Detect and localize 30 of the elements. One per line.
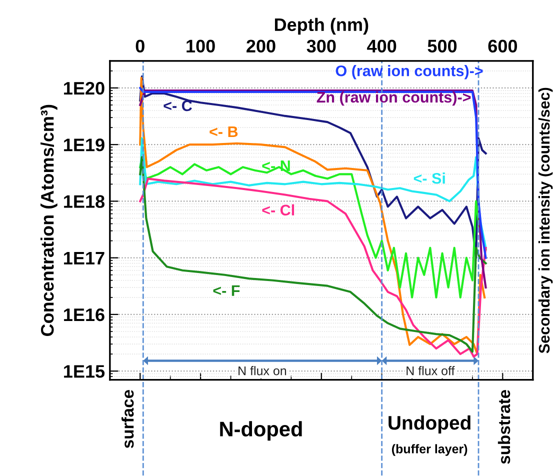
x-tick-label: 600 — [488, 40, 517, 52]
y-tick-label: 1E15 — [64, 365, 105, 378]
y-tick-label: 1E20 — [64, 82, 104, 95]
series-label: O (raw ion counts)-> — [336, 65, 483, 80]
series-label: <- Cl — [262, 204, 294, 216]
annotation: N flux off — [406, 366, 455, 376]
x-tick-label: 300 — [306, 40, 336, 53]
series-label: <- Si — [414, 172, 445, 184]
y-tick-label: 1E19 — [64, 138, 104, 152]
x-tick-label: 100 — [186, 40, 215, 52]
y2-axis-title: Secondary ion intensity (counts/sec) — [538, 88, 553, 354]
text: substrate — [498, 390, 510, 464]
series-label: <- F — [213, 285, 240, 296]
text: (buffer layer) — [392, 444, 468, 456]
series-label: Zn (raw ion counts)-> — [316, 91, 471, 106]
x-tick-label: 200 — [246, 40, 276, 52]
text: surface — [121, 390, 134, 448]
y-tick-label: 1E18 — [64, 195, 105, 208]
x-tick-label: 0 — [136, 40, 144, 52]
y-axis-title: Concentration (Atoms/cm³) — [40, 104, 58, 336]
x-tick-label: 400 — [367, 40, 396, 52]
text: Undoped — [388, 415, 470, 434]
y-tick-label: 1E17 — [64, 252, 104, 264]
text: N-doped — [220, 421, 302, 441]
x-axis-title: Depth (nm) — [274, 18, 368, 35]
x-tick-label: 500 — [428, 40, 457, 52]
annotation: N flux on — [238, 366, 286, 376]
series-label: <- B — [210, 126, 238, 137]
line-series — [139, 137, 487, 249]
y-tick-label: 1E16 — [64, 308, 104, 322]
